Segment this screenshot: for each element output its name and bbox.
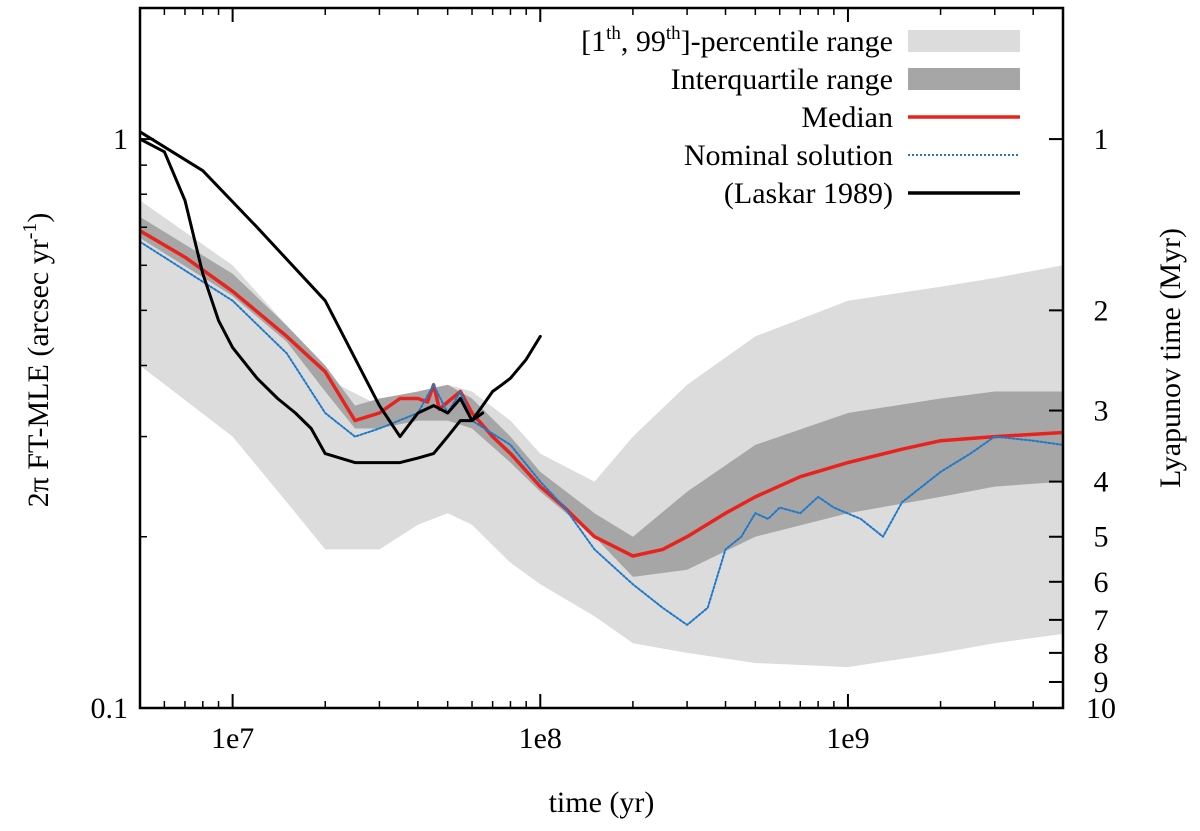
y-tick-label: 0.1: [91, 692, 129, 725]
legend-item-median: Median: [801, 101, 1020, 134]
legend-label-part: , 99: [621, 25, 666, 58]
y2-axis-title: Lyapunov time (Myr): [1154, 228, 1187, 488]
legend: [1th, 99th]-percentile rangeInterquartil…: [581, 23, 1020, 210]
legend-label: Median: [801, 101, 893, 134]
y2-tick-label: 2: [1094, 294, 1109, 327]
y2-tick-label: 7: [1094, 604, 1109, 637]
line-layer: [140, 130, 1063, 626]
plot-frame: [138, 6, 1065, 710]
y-tick-label: 1: [113, 123, 128, 156]
y2-tick-label: 9: [1094, 666, 1109, 699]
band-iqr: [140, 216, 1063, 577]
legend-label-part: Nominal solution: [684, 139, 893, 172]
legend-swatch: [908, 30, 1020, 52]
legend-label: (Laskar 1989): [724, 177, 893, 210]
legend-label-sup: th: [666, 23, 681, 44]
legend-label: Interquartile range: [671, 63, 893, 96]
y2-tick-label: 6: [1094, 566, 1109, 599]
y2-tick-label: 4: [1094, 466, 1109, 499]
y2-tick-label: 1: [1094, 123, 1109, 156]
series-line-median-2: [140, 229, 1063, 558]
series-line-nominal-3: [140, 240, 1063, 626]
legend-label-part: Median: [801, 101, 893, 134]
legend-label: [1th, 99th]-percentile range: [581, 23, 893, 58]
x-tick-label: 1e8: [519, 722, 562, 755]
legend-label: Nominal solution: [684, 139, 893, 172]
legend-label-part: (Laskar 1989): [724, 177, 893, 210]
x-tick-label: 1e9: [826, 722, 869, 755]
y2-tick-label: 5: [1094, 521, 1109, 554]
y2-tick-label: 10: [1086, 692, 1116, 725]
series-line-laskar-4: [140, 130, 542, 439]
x-axis-title: time (yr): [549, 786, 655, 819]
legend-label-part: Interquartile range: [671, 63, 893, 96]
legend-swatch: [908, 68, 1020, 90]
legend-item-nominal: Nominal solution: [684, 139, 1020, 172]
y-axis-title-sup: -1: [19, 223, 41, 240]
band-layer: [140, 200, 1063, 668]
y-axis-title-part: ): [22, 213, 55, 223]
y2-tick-label: 3: [1094, 395, 1109, 428]
y-axis-title: 2π FT-MLE (arcsec yr-1): [19, 213, 55, 508]
y2-tick-label: 8: [1094, 637, 1109, 670]
legend-label-part: ]-percentile range: [681, 25, 893, 58]
band-p1_99: [140, 200, 1063, 668]
legend-item-laskar: (Laskar 1989): [724, 177, 1020, 210]
legend-label-sup: th: [606, 23, 621, 44]
legend-label-part: [1: [581, 25, 606, 58]
legend-item-p1_99: [1th, 99th]-percentile range: [581, 23, 1020, 58]
y-axis-title-part: 2π FT-MLE (arcsec yr: [22, 239, 55, 507]
x-tick-label: 1e7: [211, 722, 254, 755]
series-line-laskar-5: [140, 137, 485, 465]
legend-item-iqr: Interquartile range: [671, 63, 1020, 96]
